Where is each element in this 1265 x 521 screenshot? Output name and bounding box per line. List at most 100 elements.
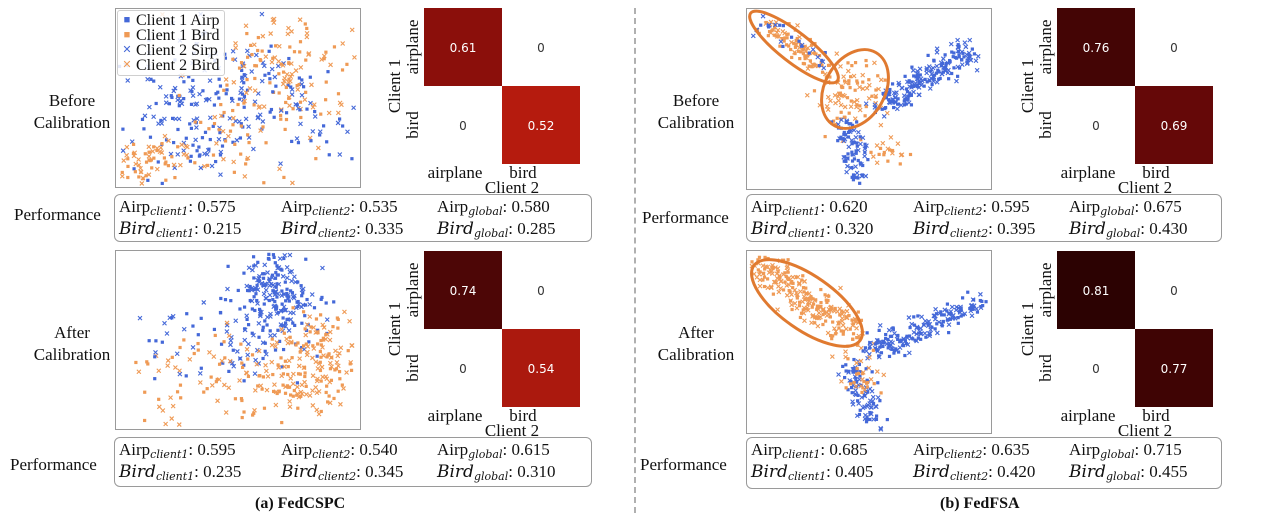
scatter-point-dot [324,50,328,54]
scatter-point-dot [313,109,317,114]
scatter-point-cross [832,326,837,331]
scatter-point-dot [285,294,289,298]
scatter-point-dot [217,77,221,81]
scatter-point-dot [261,325,265,329]
scatter-point-dot [761,278,765,282]
scatter-point-dot [340,68,345,72]
scatter-point-dot [154,101,158,106]
scatter-point-cross [124,144,130,150]
scatter-point-dot [859,318,864,322]
scatter-point-dot [185,312,189,316]
scatter-point-dot [811,302,816,306]
scatter-point-cross [215,398,220,404]
scatter-point-dot [222,340,226,344]
scatter-point-dot [306,323,310,327]
perf-metric-name: Airp [913,440,945,459]
scatter-point-dot [338,117,342,121]
scatter-point-dot [876,381,880,385]
scatter-point-dot [287,77,291,81]
scatter-point-dot [267,252,271,256]
scatter-point-cross [854,413,860,419]
scatter-point-cross [303,391,309,397]
scatter-point-dot [295,84,299,88]
scatter-point-dot [952,51,956,55]
scatter-point-cross [311,102,317,108]
scatter-point-dot [778,23,782,27]
scatter-point-cross [789,292,794,298]
scatter-point-cross [233,318,239,324]
cm-col-label-airplane: airplane [428,163,483,182]
scatter-point-cross [314,378,320,384]
scatter-point-cross [298,347,304,352]
scatter-point-dot [146,178,150,182]
scatter-point-cross [874,369,880,374]
perf-value: : 0.420 [988,462,1036,481]
scatter-point-dot [960,58,964,62]
scatter-point-cross [873,403,879,409]
scatter-point-dot [245,88,250,92]
scatter-point-dot [811,297,815,301]
scatter-point-cross [337,100,343,106]
scatter-point-cross [231,79,237,85]
scatter-point-dot [259,58,263,63]
scatter-point-dot [252,411,256,415]
scatter-point-cross [867,355,872,360]
scatter-point-dot [850,150,854,154]
scatter-point-dot [145,360,149,364]
perf-subscript: global [473,227,509,240]
scatter-point-dot [942,313,946,317]
scatter-point-dot [301,344,306,348]
scatter-point-dot [251,413,255,417]
scatter-point-dot [864,420,869,424]
scatter-point-dot [800,278,804,282]
scatter-point-dot [281,383,285,387]
scatter-point-dot [823,319,828,323]
cm-col-label-airplane: airplane [428,406,483,425]
scatter-point-cross [954,78,959,84]
scatter-point-cross [890,97,896,102]
scatter-point-dot [271,298,275,302]
scatter-point-cross [231,159,237,165]
scatter-point-dot [133,170,137,174]
scatter-point-dot [242,101,246,105]
scatter-point-dot [191,143,195,147]
scatter-point-cross [291,310,296,316]
scatter-point-dot [240,361,244,365]
scatter-point-dot [780,36,784,41]
legend-marker-dot: ■ [123,29,131,41]
scatter-point-dot [273,261,277,265]
cm-row-title: Client 1 [385,302,404,356]
scatter-point-cross [249,69,255,74]
scatter-point-cross [862,404,867,410]
scatter-point-dot [886,346,890,350]
scatter-point-dot [245,157,249,161]
panel-divider [634,8,636,513]
scatter-point-dot [916,336,920,340]
scatter-point-dot [867,346,872,350]
scatter-point-cross [263,368,269,374]
scatter-point-dot [773,26,777,30]
scatter-point-cross [190,85,196,90]
scatter-point-cross [780,29,786,34]
scatter-point-dot [126,164,130,169]
scatter-point-dot [152,79,156,83]
scatter-point-cross [862,153,868,159]
scatter-point-dot [212,103,217,107]
scatter-point-dot [207,147,211,151]
scatter-point-cross [124,152,130,158]
scatter-point-dot [855,141,859,145]
scatter-point-cross [801,294,807,300]
perf-bird-client1: Birdclient1: 0.235 [119,461,241,487]
scatter-point-dot [177,104,181,108]
scatter-point-dot [840,309,844,313]
scatter-point-dot [270,337,274,341]
perf-subscript: global [1100,205,1135,218]
scatter-point-dot [299,394,303,398]
scatter-point-dot [332,396,336,401]
scatter-point-dot [884,332,888,337]
scatter-point-cross [179,142,185,148]
scatter-point-dot [255,283,259,287]
scatter-point-cross [946,311,952,317]
scatter-point-cross [328,355,334,360]
scatter-point-dot [878,146,883,150]
